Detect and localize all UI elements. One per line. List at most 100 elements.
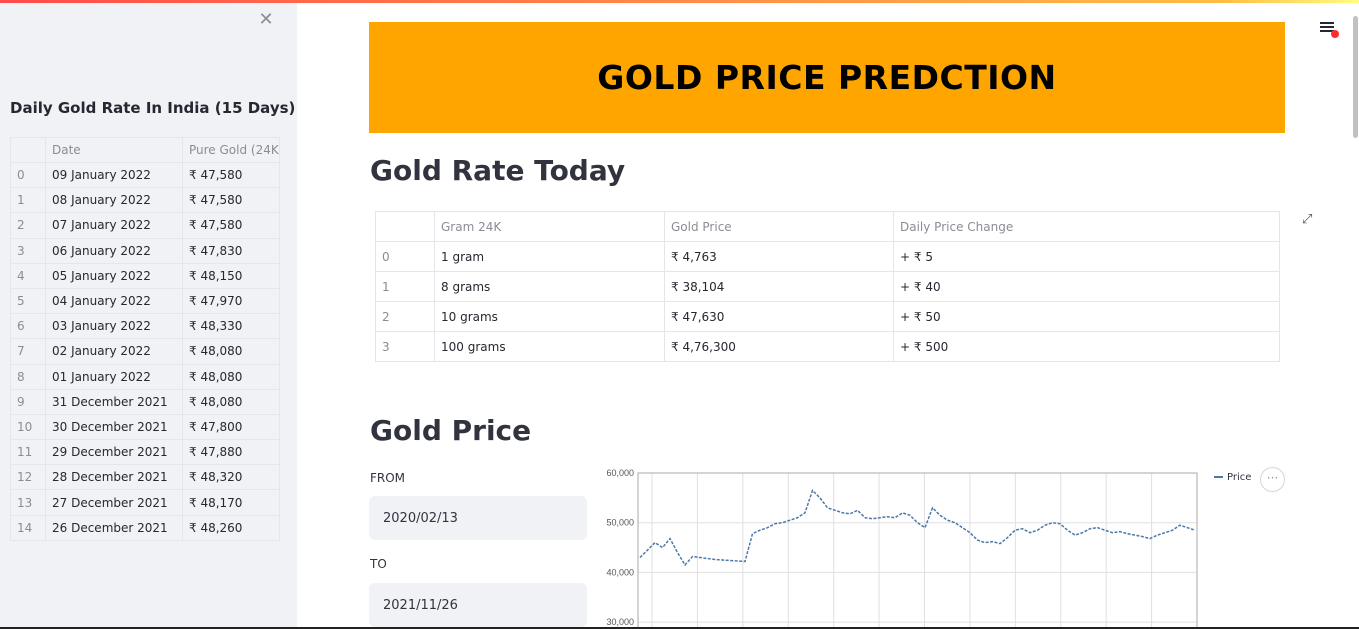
date-cell[interactable]: 06 January 2022: [45, 237, 183, 264]
price-cell[interactable]: ₹ 47,580: [182, 187, 280, 214]
date-cell[interactable]: 28 December 2021: [45, 464, 183, 491]
gold-price-cell[interactable]: ₹ 4,76,300: [664, 331, 894, 362]
price-cell[interactable]: ₹ 48,260: [182, 514, 280, 541]
gold-price-chart[interactable]: 60,000 50,000 40,000 30,000: [600, 462, 1290, 629]
table-row: 9 31 December 2021 ₹ 48,080: [10, 388, 280, 415]
table-row: 13 27 December 2021 ₹ 48,170: [10, 489, 280, 516]
price-cell[interactable]: ₹ 48,330: [182, 313, 280, 340]
gold-price-cell[interactable]: ₹ 38,104: [664, 271, 894, 302]
column-header[interactable]: Daily Price Change: [893, 211, 1280, 242]
table-row: 10 30 December 2021 ₹ 47,800: [10, 413, 280, 441]
hamburger-menu-icon[interactable]: [1320, 20, 1338, 36]
gram-cell[interactable]: 1 gram: [434, 241, 665, 272]
column-header[interactable]: Date: [45, 137, 183, 163]
row-index[interactable]: 8: [10, 363, 46, 390]
price-change-cell[interactable]: + ₹ 500: [893, 331, 1280, 362]
legend-swatch: [1214, 476, 1223, 478]
price-cell[interactable]: ₹ 47,880: [182, 439, 280, 466]
gold-price-cell[interactable]: ₹ 4,763: [664, 241, 894, 272]
row-index[interactable]: 4: [10, 262, 46, 289]
row-index[interactable]: 2: [375, 301, 435, 332]
close-icon[interactable]: ✕: [258, 9, 274, 30]
price-cell[interactable]: ₹ 48,170: [182, 489, 280, 516]
from-date-input[interactable]: 2020/02/13: [369, 496, 587, 540]
row-index[interactable]: 0: [10, 161, 46, 189]
price-cell[interactable]: ₹ 47,830: [182, 237, 280, 264]
price-change-cell[interactable]: + ₹ 40: [893, 271, 1280, 302]
date-cell[interactable]: 26 December 2021: [45, 514, 183, 541]
column-header[interactable]: [10, 137, 46, 163]
date-cell[interactable]: 02 January 2022: [45, 338, 183, 365]
date-cell[interactable]: 05 January 2022: [45, 262, 183, 289]
row-index[interactable]: 2: [10, 212, 46, 239]
date-cell[interactable]: 27 December 2021: [45, 489, 183, 516]
date-cell[interactable]: 09 January 2022: [45, 161, 183, 189]
price-cell[interactable]: ₹ 47,800: [182, 413, 280, 441]
price-cell[interactable]: ₹ 48,080: [182, 388, 280, 415]
row-index[interactable]: 6: [10, 313, 46, 340]
row-index[interactable]: 14: [10, 514, 46, 541]
row-index[interactable]: 0: [375, 241, 435, 272]
table-row: 3 06 January 2022 ₹ 47,830: [10, 237, 280, 264]
table-row: 6 03 January 2022 ₹ 48,330: [10, 313, 280, 340]
price-change-cell[interactable]: + ₹ 50: [893, 301, 1280, 332]
sidebar-title: Daily Gold Rate In India (15 Days): [10, 99, 296, 117]
gram-cell[interactable]: 100 grams: [434, 331, 665, 362]
date-cell[interactable]: 03 January 2022: [45, 313, 183, 340]
row-index[interactable]: 10: [10, 413, 46, 441]
row-index[interactable]: 9: [10, 388, 46, 415]
date-cell[interactable]: 08 January 2022: [45, 187, 183, 214]
row-index[interactable]: 7: [10, 338, 46, 365]
date-cell[interactable]: 01 January 2022: [45, 363, 183, 390]
price-series-line[interactable]: [639, 489, 1196, 567]
scrollbar[interactable]: [1353, 16, 1358, 138]
to-date-input[interactable]: 2021/11/26: [369, 583, 587, 627]
price-cell[interactable]: ₹ 47,580: [182, 212, 280, 239]
gram-cell[interactable]: 10 grams: [434, 301, 665, 332]
gold-price-cell[interactable]: ₹ 47,630: [664, 301, 894, 332]
table-row: 11 29 December 2021 ₹ 47,880: [10, 439, 280, 466]
row-index[interactable]: 3: [375, 331, 435, 362]
date-cell[interactable]: 31 December 2021: [45, 388, 183, 415]
table-row: 2 10 grams ₹ 47,630 + ₹ 50: [375, 301, 1280, 332]
price-cell[interactable]: ₹ 48,080: [182, 338, 280, 365]
row-index[interactable]: 13: [10, 489, 46, 516]
chart-more-options-button[interactable]: ···: [1260, 467, 1285, 492]
price-cell[interactable]: ₹ 48,080: [182, 363, 280, 390]
row-index[interactable]: 11: [10, 439, 46, 466]
gram-cell[interactable]: 8 grams: [434, 271, 665, 302]
bottom-border: [0, 627, 1359, 629]
table-row: 14 26 December 2021 ₹ 48,260: [10, 514, 280, 541]
date-cell[interactable]: 29 December 2021: [45, 439, 183, 466]
fullscreen-expand-icon[interactable]: ⤢: [1302, 212, 1313, 227]
table-row: 3 100 grams ₹ 4,76,300 + ₹ 500: [375, 331, 1280, 362]
sidebar: ✕ Daily Gold Rate In India (15 Days) Dat…: [0, 3, 297, 629]
row-index[interactable]: 5: [10, 287, 46, 315]
table-row: 0 09 January 2022 ₹ 47,580: [10, 161, 280, 189]
date-cell[interactable]: 04 January 2022: [45, 287, 183, 315]
y-tick-label: 60,000: [606, 468, 634, 478]
y-tick-label: 50,000: [606, 518, 634, 528]
column-header[interactable]: Gram 24K: [434, 211, 665, 242]
gold-price-heading: Gold Price: [370, 414, 532, 447]
column-header[interactable]: Pure Gold (24K: [182, 137, 280, 163]
title-banner: GOLD PRICE PREDCTION: [369, 22, 1285, 133]
table-row: 7 02 January 2022 ₹ 48,080: [10, 338, 280, 365]
plot-frame: [637, 472, 1198, 629]
date-cell[interactable]: 30 December 2021: [45, 413, 183, 441]
table-row: 1 08 January 2022 ₹ 47,580: [10, 187, 280, 214]
price-cell[interactable]: ₹ 47,970: [182, 287, 280, 315]
row-index[interactable]: 12: [10, 464, 46, 491]
page-title: GOLD PRICE PREDCTION: [597, 58, 1057, 97]
price-cell[interactable]: ₹ 48,320: [182, 464, 280, 491]
price-change-cell[interactable]: + ₹ 5: [893, 241, 1280, 272]
row-index[interactable]: 3: [10, 237, 46, 264]
date-cell[interactable]: 07 January 2022: [45, 212, 183, 239]
price-cell[interactable]: ₹ 47,580: [182, 161, 280, 189]
column-header[interactable]: [375, 211, 435, 242]
table-row: 4 05 January 2022 ₹ 48,150: [10, 262, 280, 289]
column-header[interactable]: Gold Price: [664, 211, 894, 242]
row-index[interactable]: 1: [10, 187, 46, 214]
price-cell[interactable]: ₹ 48,150: [182, 262, 280, 289]
row-index[interactable]: 1: [375, 271, 435, 302]
